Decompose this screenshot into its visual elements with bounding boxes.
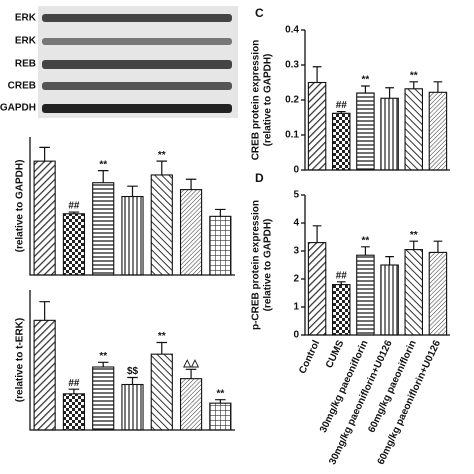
error-bar <box>385 256 394 265</box>
bar <box>404 249 423 336</box>
error-bar <box>127 185 138 197</box>
bar <box>307 242 327 336</box>
blot-label: REB <box>15 59 36 70</box>
error-bar <box>361 246 370 256</box>
y-tick-label: 0.3 <box>285 60 299 71</box>
panel-letter: D <box>255 171 264 185</box>
error-bar <box>127 376 138 385</box>
error-bar <box>97 170 109 183</box>
error-bar <box>433 240 443 253</box>
annotation: ** <box>99 351 107 362</box>
y-tick-label: 2 <box>293 274 299 285</box>
x-tick-label: CUMS <box>324 338 347 370</box>
y-axis-label: (relative to GAPDH) <box>263 219 274 312</box>
y-tick-label: 1 <box>293 302 299 313</box>
error-bar <box>433 81 443 93</box>
bar <box>92 366 115 431</box>
error-bar <box>336 110 346 114</box>
annotation: $$ <box>127 366 139 377</box>
error-bar <box>185 368 197 379</box>
error-bar <box>215 399 226 404</box>
bar <box>121 195 144 276</box>
bar <box>209 215 232 276</box>
bar <box>404 88 423 171</box>
axes <box>304 195 450 336</box>
annotation: ** <box>410 230 418 241</box>
western-blot <box>38 6 238 118</box>
bar <box>179 378 203 431</box>
bar <box>150 174 173 276</box>
y-tick-label: 0.2 <box>285 95 299 106</box>
error-bar <box>68 388 80 394</box>
error-bar <box>409 240 419 250</box>
blot-label: GAPDH <box>0 103 36 114</box>
y-tick-label: 0 <box>293 165 299 176</box>
y-axis-label: (relative to GAPDH) <box>15 160 26 253</box>
error-bar <box>39 146 50 162</box>
panel-letter: C <box>255 6 264 20</box>
y-axis-label: CREB protein expression <box>251 40 262 161</box>
error-bar <box>185 178 197 190</box>
y-axis-label: p-CREB protein expression <box>251 200 262 330</box>
bar <box>331 284 351 336</box>
blot-label: ERK <box>15 36 37 47</box>
axes <box>304 30 450 171</box>
bar <box>121 383 144 431</box>
annotation: ** <box>216 388 224 399</box>
bar <box>307 81 327 171</box>
y-tick-label: 0.1 <box>285 130 299 141</box>
bar <box>62 213 86 276</box>
bar <box>380 264 399 336</box>
y-tick-label: 5 <box>293 190 299 201</box>
bar <box>356 92 375 171</box>
error-bar <box>312 225 322 243</box>
bar <box>33 160 56 276</box>
y-tick-label: 0 <box>293 330 299 341</box>
bar <box>62 393 86 431</box>
y-tick-label: 4 <box>293 218 299 229</box>
bar <box>331 112 351 171</box>
error-bar <box>156 341 168 355</box>
error-bar <box>156 160 168 175</box>
error-bar <box>68 211 80 214</box>
bar <box>150 353 173 431</box>
error-bar <box>385 87 394 99</box>
axes <box>29 290 235 431</box>
annotation: ** <box>362 235 370 246</box>
y-tick-label: 3 <box>293 246 299 257</box>
annotation: ** <box>99 159 107 170</box>
annotation: ## <box>336 270 348 281</box>
bar <box>33 319 56 431</box>
error-bar <box>215 208 226 217</box>
y-axis-label: (relative to t-ERK) <box>15 318 26 402</box>
error-bar <box>336 281 346 285</box>
annotation: ## <box>68 378 80 389</box>
axes <box>29 137 235 276</box>
error-bar <box>39 301 50 321</box>
annotation: ** <box>158 150 166 161</box>
annotation: ## <box>68 201 80 212</box>
x-tick-label: Control <box>297 339 322 376</box>
bar <box>380 97 399 171</box>
y-axis-label: (relative to GAPDH) <box>263 54 274 147</box>
bar <box>92 182 115 276</box>
blot-label: ERK <box>15 13 37 24</box>
bar <box>209 402 232 431</box>
annotation: ## <box>336 100 348 111</box>
blot-label: CREB <box>8 81 36 92</box>
error-bar <box>312 66 322 83</box>
annotation: ** <box>362 75 370 86</box>
error-bar <box>361 85 370 93</box>
error-bar <box>97 361 109 367</box>
bar <box>428 91 448 171</box>
error-bar <box>409 81 419 89</box>
annotation: ** <box>410 70 418 81</box>
bar <box>356 254 375 336</box>
annotation: △△ <box>182 358 199 369</box>
annotation: ** <box>158 331 166 342</box>
bar <box>179 189 203 276</box>
bar <box>428 251 448 336</box>
y-tick-label: 0.4 <box>285 25 299 36</box>
